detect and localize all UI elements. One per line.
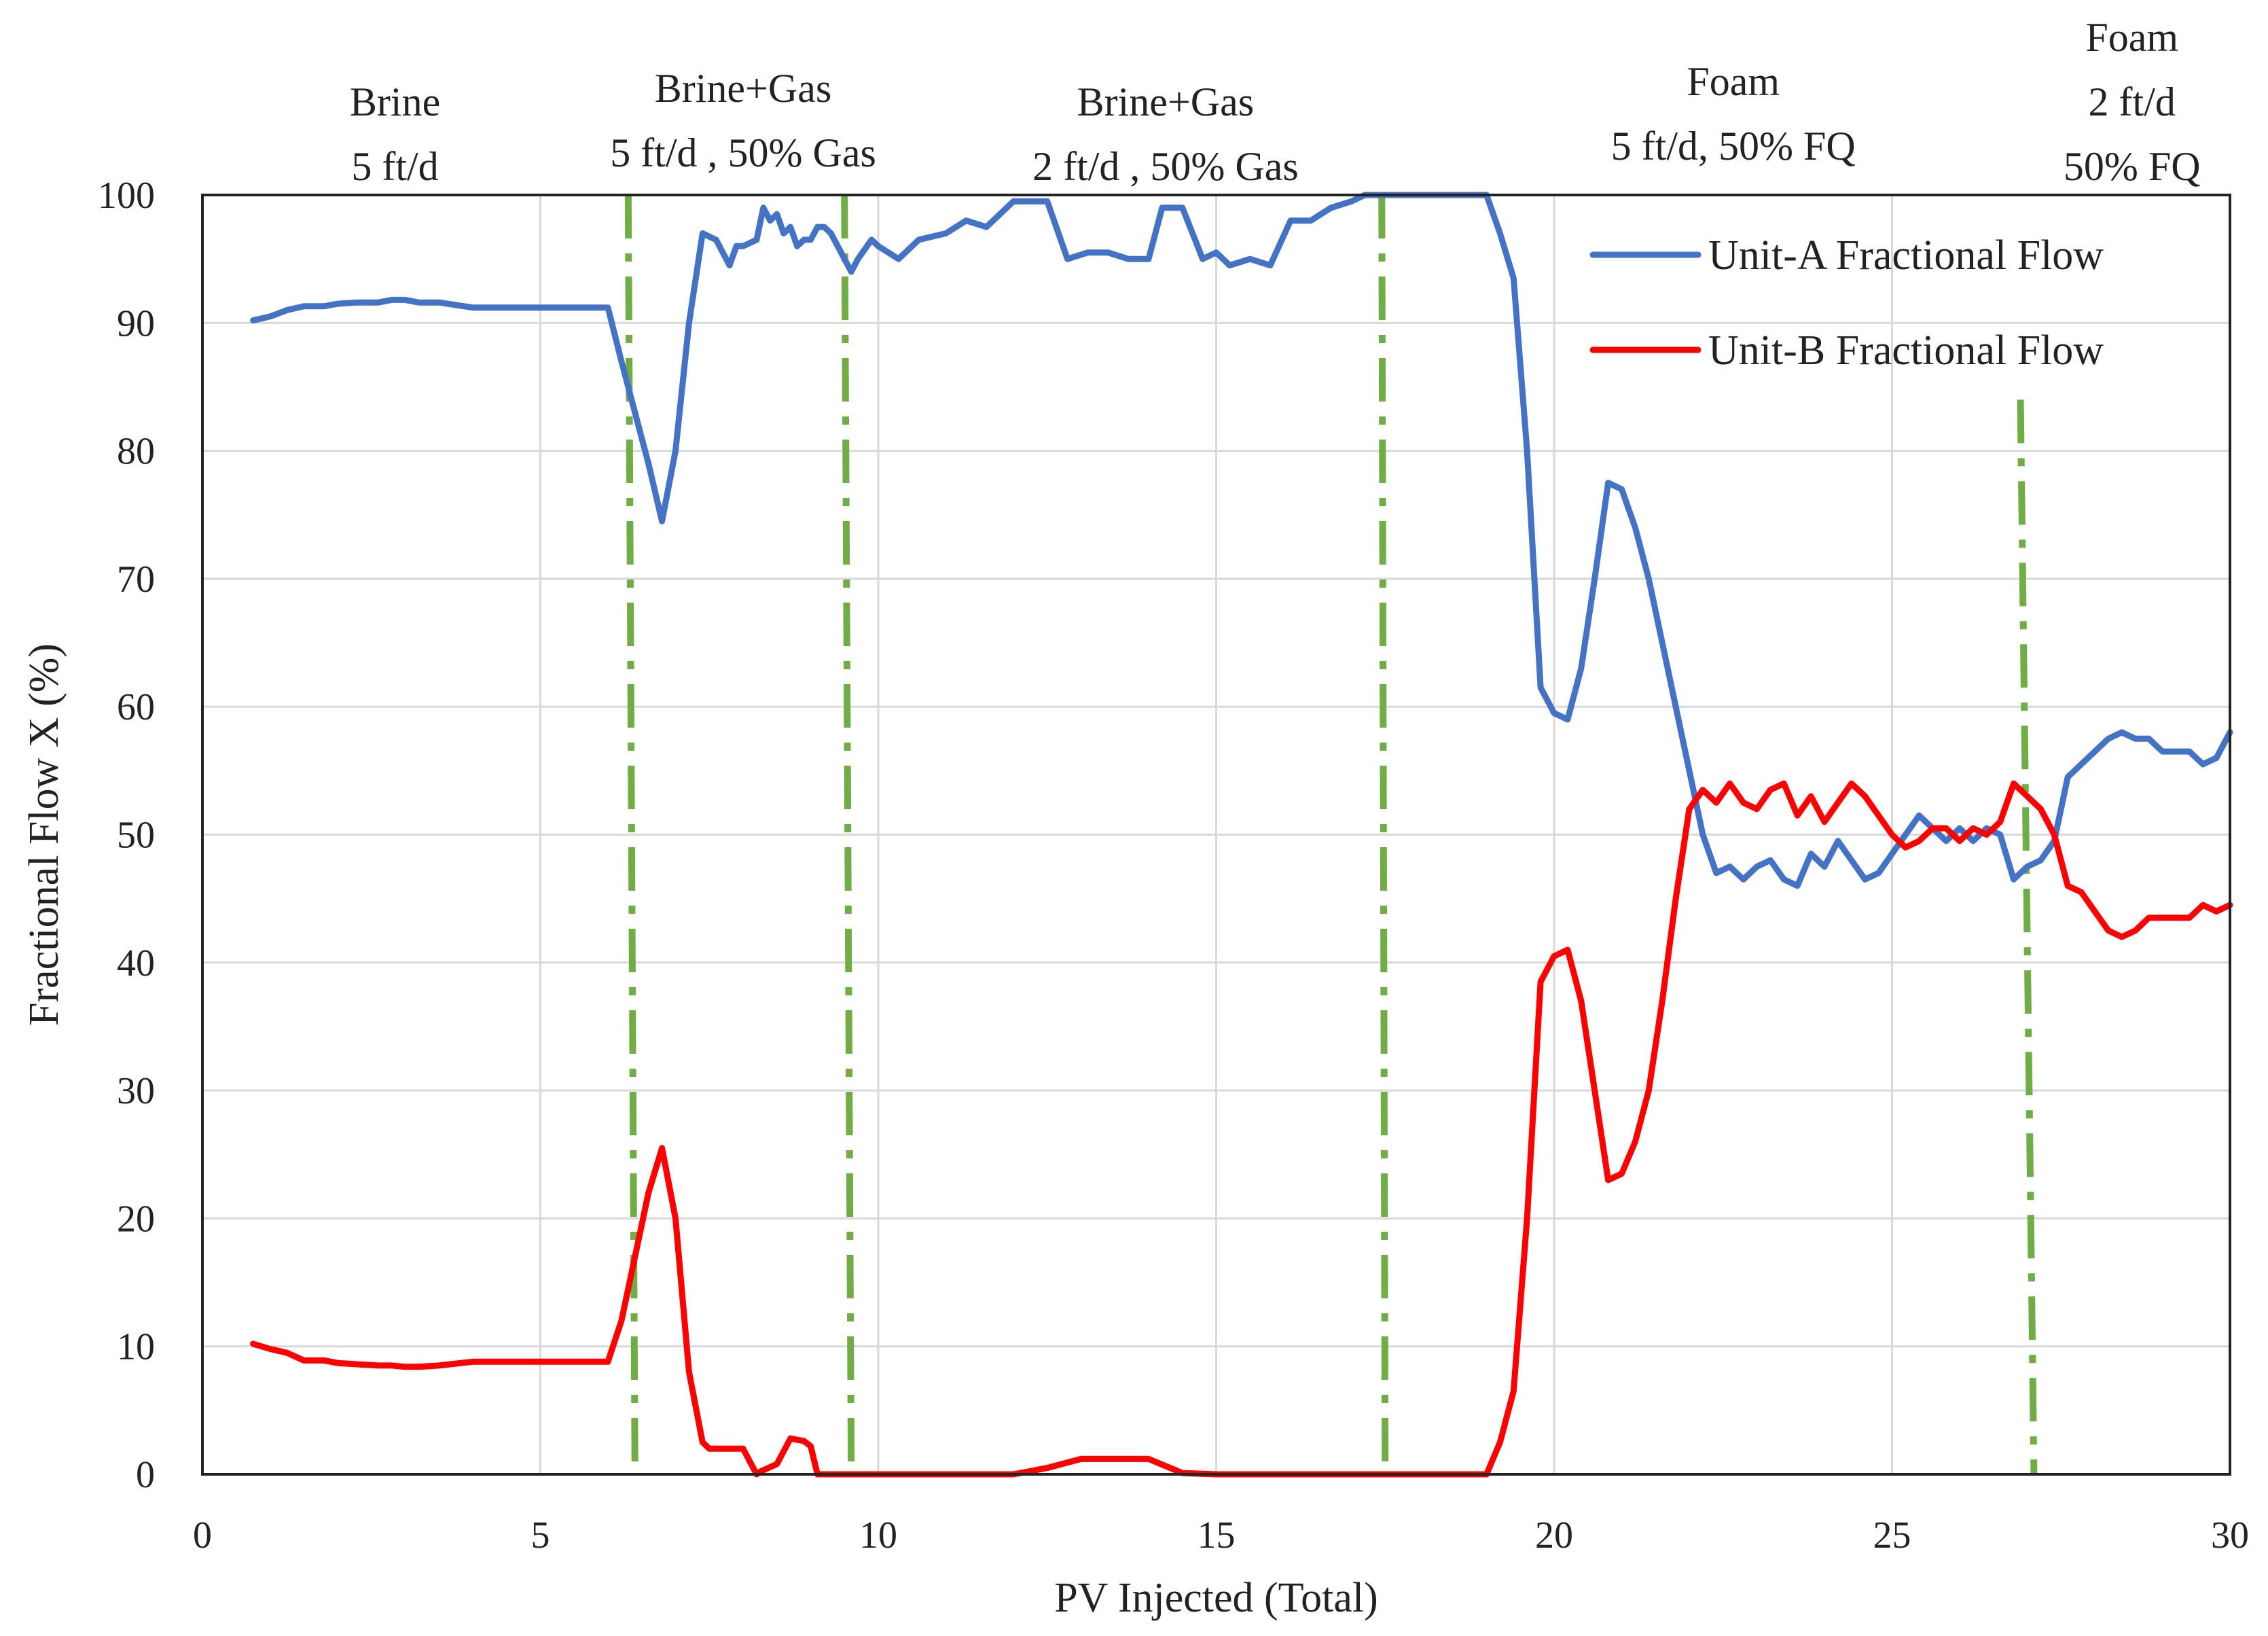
phase-marker-line-2 xyxy=(841,194,855,1475)
series-lines xyxy=(250,192,2233,1478)
y-tick-label-0: 0 xyxy=(136,1454,155,1496)
x-tick-label-10: 10 xyxy=(859,1514,897,1557)
series-line-unit-a xyxy=(250,192,2233,889)
x-tick-label-30: 30 xyxy=(2211,1514,2249,1557)
phase-annotation-5-line-3: 50% FQ xyxy=(2064,144,2201,189)
y-tick-label-50: 50 xyxy=(117,815,155,857)
phase-annotation-2-line-2: 5 ft/d , 50% Gas xyxy=(610,130,876,175)
x-axis-title: PV Injected (Total) xyxy=(1054,1575,1378,1621)
y-tick-label-30: 30 xyxy=(117,1070,155,1112)
phase-annotation-1-line-1: Brine xyxy=(350,79,440,124)
y-tick-label-80: 80 xyxy=(117,431,155,473)
x-tick-label-20: 20 xyxy=(1535,1514,1573,1557)
y-axis-title: Fractional Flow X (%) xyxy=(21,643,67,1026)
phase-annotation-1-line-2: 5 ft/d xyxy=(351,144,438,189)
y-tick-label-70: 70 xyxy=(117,558,155,601)
x-tick-label-0: 0 xyxy=(193,1514,212,1557)
phase-annotations: Brine 5 ft/d Brine+Gas 5 ft/d , 50% Gas Brin… xyxy=(350,15,2201,189)
y-tick-label-10: 10 xyxy=(117,1326,155,1368)
plot-area-border xyxy=(201,194,2231,1476)
x-tick-label-15: 15 xyxy=(1198,1514,1236,1557)
phase-annotation-2-line-1: Brine+Gas xyxy=(655,66,831,111)
legend: Unit-A Fractional Flow Unit-B Fractional … xyxy=(1589,232,2104,374)
y-tick-label-20: 20 xyxy=(117,1198,155,1240)
phase-marker-line-4 xyxy=(2017,399,2038,1475)
y-tick-label-40: 40 xyxy=(117,942,155,984)
phase-marker-line-3 xyxy=(1378,194,1389,1475)
y-tick-label-100: 100 xyxy=(98,175,155,217)
phase-annotation-4-line-1: Foam xyxy=(1687,59,1780,104)
phase-annotation-3-line-2: 2 ft/d , 50% Gas xyxy=(1032,144,1299,189)
phase-annotation-5-line-1: Foam xyxy=(2085,15,2178,60)
series-line-unit-b xyxy=(250,780,2233,1478)
x-tick-label-5: 5 xyxy=(531,1514,550,1557)
phase-annotation-5-line-2: 2 ft/d xyxy=(2089,79,2176,124)
axis-tick-labels: 0 10 20 30 40 50 60 70 80 90 100 0 5 10 15 20 25 30 xyxy=(98,175,2249,1557)
y-tick-label-90: 90 xyxy=(117,302,155,344)
phase-annotation-3-line-1: Brine+Gas xyxy=(1077,79,1254,124)
legend-label-unit-b: Unit-B Fractional Flow xyxy=(1708,327,2104,374)
x-tick-label-25: 25 xyxy=(1873,1514,1911,1557)
y-tick-label-60: 60 xyxy=(117,686,155,728)
legend-label-unit-a: Unit-A Fractional Flow xyxy=(1708,232,2104,279)
phase-annotation-4-line-2: 5 ft/d, 50% FQ xyxy=(1611,124,1856,168)
